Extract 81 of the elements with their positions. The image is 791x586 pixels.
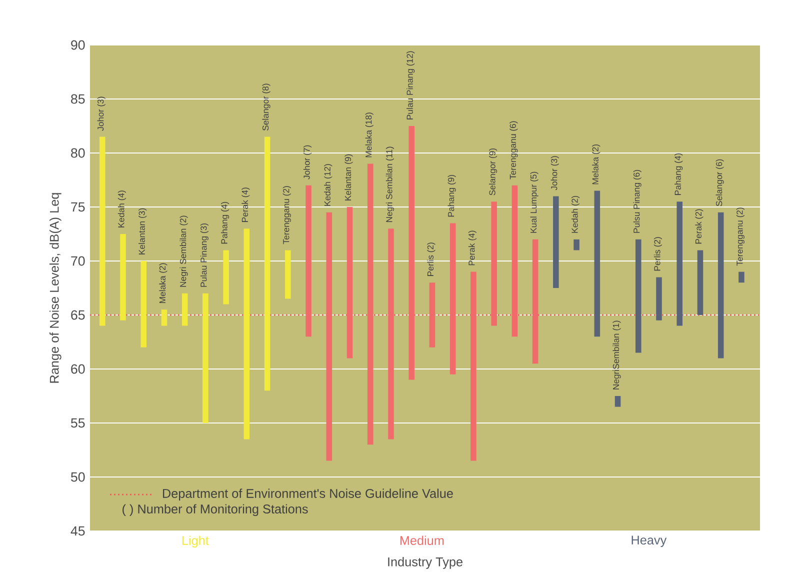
x-tick-label: Kedah (4) xyxy=(118,190,126,228)
bar xyxy=(161,310,168,326)
bar xyxy=(614,396,621,407)
bar xyxy=(202,293,208,423)
x-tick-label: Kedah (12) xyxy=(324,164,332,206)
bar xyxy=(244,228,250,440)
x-tick-label: Johor (3) xyxy=(550,156,559,190)
x-tick-label: Kelantan (3) xyxy=(138,208,147,254)
x-tick-label: Perlis (2) xyxy=(427,242,436,276)
x-tick-label: Kedah (2) xyxy=(571,196,580,233)
bar xyxy=(429,282,436,348)
y-tick-label: 65 xyxy=(71,310,85,320)
bar xyxy=(450,223,456,374)
x-tick-label: Pahang (4) xyxy=(674,153,683,195)
x-tick-label: Selangor (8) xyxy=(262,84,270,130)
x-tick-label: Pahang (9) xyxy=(448,174,456,217)
x-tick-label: Pulau Pinang (3) xyxy=(200,223,208,287)
x-tick-label: Terengganu (6) xyxy=(510,121,518,180)
bar xyxy=(408,126,414,380)
bar xyxy=(306,185,312,337)
x-tick-label: Terengganu (2) xyxy=(282,186,291,244)
text: Medium xyxy=(400,536,444,546)
bar xyxy=(491,202,497,326)
y-tick-label: 75 xyxy=(71,202,85,212)
x-tick-label: Johor (3) xyxy=(97,96,106,131)
bar xyxy=(574,239,580,250)
x-tick-label: Selangor (9) xyxy=(489,148,498,196)
x-tick-label: Terengganu (2) xyxy=(736,208,744,266)
x-tick-label: Perak (4) xyxy=(468,230,476,266)
bar xyxy=(285,250,291,299)
bar xyxy=(635,239,642,353)
y-tick-label: 55 xyxy=(71,418,85,428)
bar xyxy=(512,185,518,337)
legend-label: Department of Environment's Noise Guideline Value xyxy=(162,488,453,500)
bar xyxy=(738,272,744,283)
y-tick-label: 45 xyxy=(70,526,85,536)
x-tick-label: Negri Sembilan (11) xyxy=(386,146,394,222)
x-tick-label: Johor (7) xyxy=(303,145,312,180)
y-tick-label: 60 xyxy=(71,364,85,374)
bar xyxy=(346,207,353,358)
text: Light xyxy=(182,536,209,548)
annotation: ( ) Number of Monitoring Stations xyxy=(122,504,308,516)
x-tick-label: Pulsu Pinang (6) xyxy=(633,170,642,233)
bar xyxy=(99,136,106,326)
bar xyxy=(697,250,704,315)
y-tick-label: 50 xyxy=(71,472,85,482)
x-tick-label: Pulau Pinang (12) xyxy=(406,51,415,120)
x-tick-label: NegriSembilan (1) xyxy=(612,320,621,390)
y-tick-label: 80 xyxy=(71,148,85,158)
x-tick-label: Melaka (2) xyxy=(592,144,600,184)
bar xyxy=(326,212,332,461)
x-tick-label: Perak (2) xyxy=(695,209,704,244)
x-tick-label: Kual Lumpur (5) xyxy=(530,172,538,233)
x-tick-label: Perlis (2) xyxy=(654,237,662,271)
bar xyxy=(676,202,682,326)
bar xyxy=(718,212,724,358)
y-tick-label: 85 xyxy=(71,94,85,104)
bar xyxy=(264,136,270,391)
bar xyxy=(182,293,188,326)
bar xyxy=(223,250,229,304)
x-tick-label: Selangor (6) xyxy=(716,159,724,206)
x-tick-label: Pahang (4) xyxy=(221,202,230,244)
bar xyxy=(594,190,600,337)
x-tick-label: Perak (4) xyxy=(242,188,250,222)
bar xyxy=(470,272,476,461)
x-axis-title: Industry Type xyxy=(388,557,462,569)
bar xyxy=(553,196,559,288)
x-tick-label: Kelantan (9) xyxy=(344,154,353,200)
y-axis-title: Range of Noise Levels, dB(A) Leq xyxy=(50,193,62,383)
y-tick-label: 70 xyxy=(71,256,85,266)
bar xyxy=(367,164,374,445)
bar xyxy=(388,228,394,440)
y-tick-label: 90 xyxy=(71,40,85,50)
text: Heavy xyxy=(632,536,667,548)
bar xyxy=(120,234,126,320)
x-tick-label: Melaka (18) xyxy=(365,112,374,158)
bar xyxy=(140,261,146,348)
x-tick-label: Melaka (2) xyxy=(159,263,168,303)
x-tick-label: Negri Sembilan (2) xyxy=(180,216,188,287)
bar xyxy=(532,239,538,364)
bar xyxy=(656,277,662,320)
